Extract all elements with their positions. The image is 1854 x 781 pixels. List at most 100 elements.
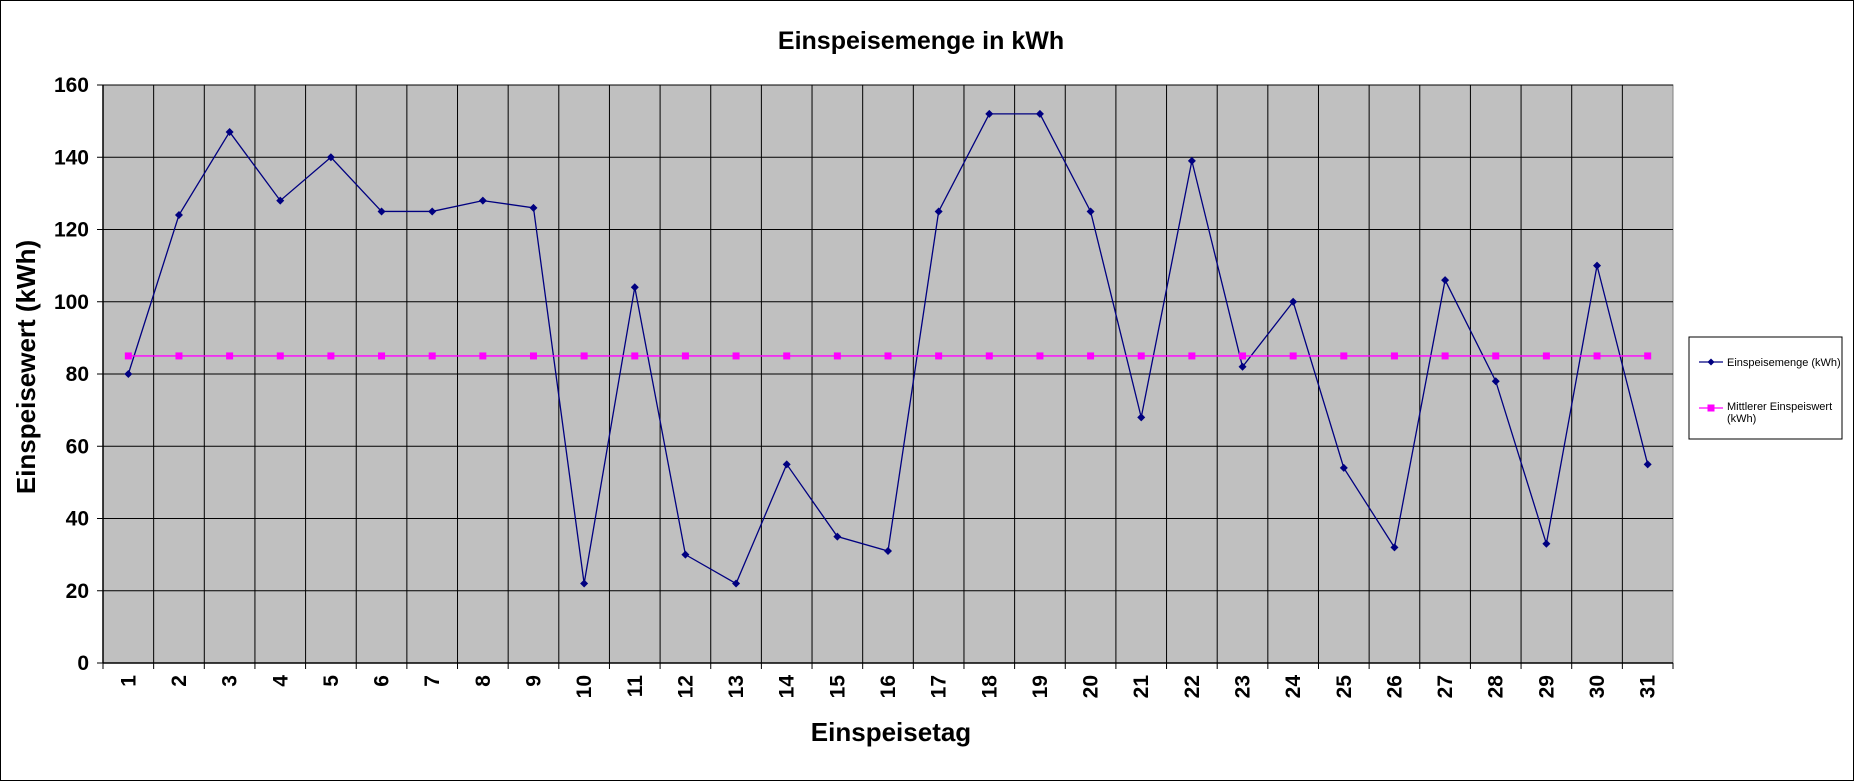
y-tick-label: 140 [54, 146, 89, 169]
series-1-point [1390, 543, 1399, 552]
x-tick-label: 7 [421, 675, 444, 687]
x-tick-label: 23 [1232, 675, 1255, 698]
x-tick-label: 31 [1637, 675, 1660, 699]
legend: Einspeisemenge (kWh) Mittlerer Einspeiswe… [1688, 336, 1843, 440]
series-2-point [935, 352, 943, 360]
series-1-point [276, 196, 285, 205]
series-2-point [327, 352, 335, 360]
series-2-point [1644, 352, 1652, 360]
legend-label-1: Einspeisemenge (kWh) [1727, 357, 1841, 369]
x-tick-label: 28 [1485, 675, 1508, 699]
y-tick-label: 20 [66, 580, 89, 603]
series-1-point [1086, 207, 1095, 216]
series-1-point [326, 153, 335, 162]
series-2-point [428, 352, 436, 360]
series-2-point [1340, 352, 1348, 360]
x-tick-label: 16 [877, 675, 900, 698]
series-1-point [732, 579, 741, 588]
series-1-point [985, 109, 994, 118]
series-2-point [1087, 352, 1095, 360]
x-tick-label: 25 [1333, 675, 1356, 699]
series-2-point [1137, 352, 1145, 360]
series-2-point [783, 352, 791, 360]
series-1-point [833, 532, 842, 541]
series-1-point [1289, 297, 1298, 306]
series-1-point [934, 207, 943, 216]
series-1-point [428, 207, 437, 216]
series-2-point [681, 352, 689, 360]
y-tick-label: 160 [54, 74, 89, 97]
x-tick-label: 10 [573, 675, 596, 698]
y-tick-label: 60 [66, 435, 89, 458]
series-2-point [479, 352, 487, 360]
x-tick-label: 11 [624, 675, 647, 698]
x-tick-label: 4 [269, 675, 292, 687]
x-tick-label: 5 [320, 675, 343, 687]
series-2-point [833, 352, 841, 360]
x-tick-label: 26 [1383, 675, 1406, 698]
series-2-point [1441, 352, 1449, 360]
x-axis-label: Einspeisetag [811, 717, 971, 747]
series-2-point [985, 352, 993, 360]
series-2-point [1036, 352, 1044, 360]
x-tick-label: 24 [1282, 675, 1305, 699]
series-1-point [1542, 539, 1551, 548]
series-1-point [630, 283, 639, 292]
series-1-point [1339, 463, 1348, 472]
x-tick-label: 13 [725, 675, 748, 698]
x-tick-label: 20 [1080, 675, 1103, 698]
series-1-point [174, 211, 183, 220]
x-tick-label: 9 [522, 675, 545, 687]
x-tick-label: 14 [776, 675, 799, 699]
series-2-point [378, 352, 386, 360]
y-tick-label: 40 [66, 508, 89, 531]
series-2-point [732, 352, 740, 360]
series-2-point [226, 352, 234, 360]
series-2-point [580, 352, 588, 360]
x-tick-label: 19 [1029, 675, 1052, 698]
series-1-point [1441, 276, 1450, 285]
series-2-point [1492, 352, 1500, 360]
series-2-point [1289, 352, 1297, 360]
x-tick-label: 12 [674, 675, 697, 698]
series-2-point [175, 352, 183, 360]
x-tick-label: 29 [1535, 675, 1558, 698]
legend-label-2: Mittlerer Einspeiswert (kWh) [1727, 401, 1832, 425]
y-tick-label: 0 [77, 652, 89, 675]
x-tick-label: 30 [1586, 675, 1609, 698]
series-1-point [1643, 460, 1652, 469]
x-tick-label: 2 [168, 675, 191, 687]
series-2-point [1593, 352, 1601, 360]
series-1-point [1035, 109, 1044, 118]
y-axis-label: Einspeisewert (kWh) [11, 240, 41, 494]
series-2-point [631, 352, 639, 360]
series-2-point [1542, 352, 1550, 360]
series-2-point [529, 352, 537, 360]
series-1-point [1593, 261, 1602, 270]
series-1-point [529, 203, 538, 212]
series-1-point [377, 207, 386, 216]
y-tick-label: 120 [54, 219, 89, 242]
y-tick-label: 100 [54, 291, 89, 314]
x-tick-label: 27 [1434, 675, 1457, 698]
series-1-point [1238, 362, 1247, 371]
series-1-point [782, 460, 791, 469]
series-2-point [1188, 352, 1196, 360]
series-1-point [1137, 413, 1146, 422]
legend-box [1688, 336, 1843, 440]
series-1-point [124, 370, 133, 378]
series-2-point [124, 352, 132, 360]
legend-swatch-marker-2 [1707, 404, 1715, 412]
x-tick-label: 8 [472, 675, 495, 687]
x-tick-label: 3 [219, 675, 242, 687]
series-1-point [1491, 377, 1500, 386]
series-1-point [580, 579, 589, 588]
x-tick-label: 21 [1130, 675, 1153, 699]
x-tick-label: 15 [826, 675, 849, 699]
x-tick-label: 17 [928, 675, 951, 698]
series-1-point [681, 550, 690, 559]
x-tick-label: 22 [1181, 675, 1204, 698]
series-2-point [1239, 352, 1247, 360]
